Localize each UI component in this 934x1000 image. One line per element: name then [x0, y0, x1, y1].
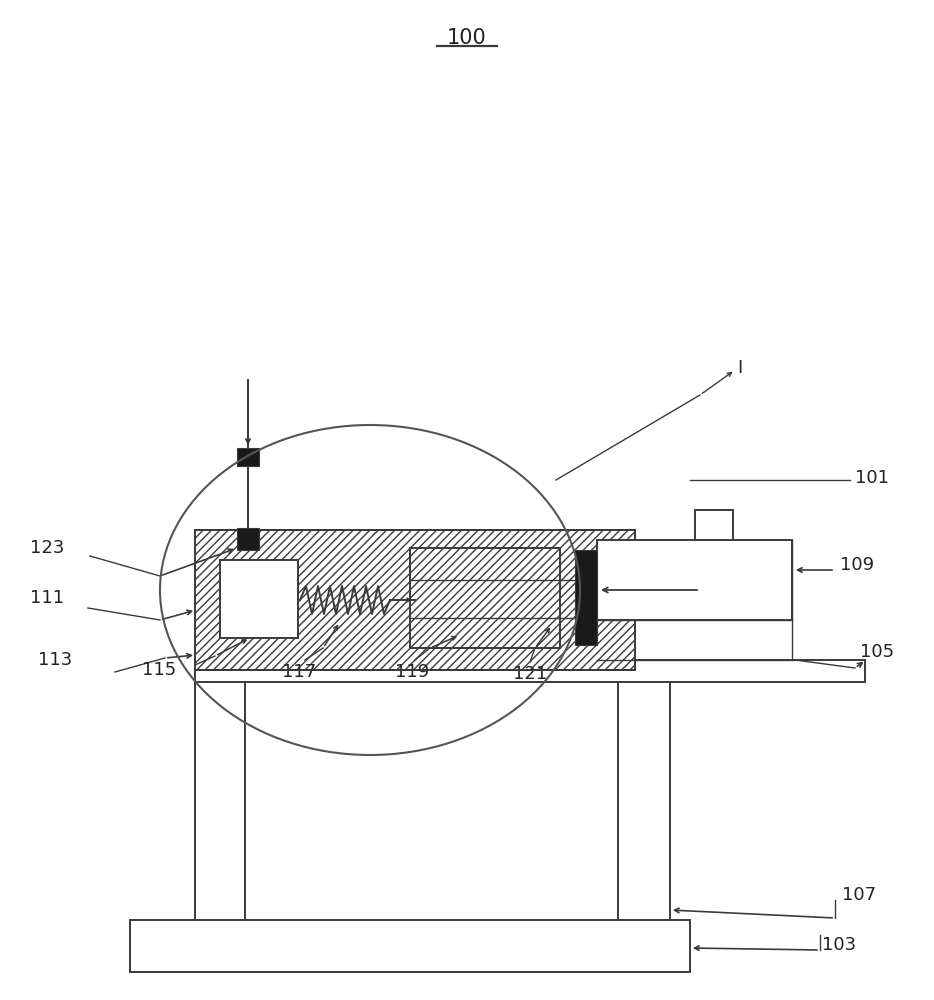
- Bar: [597, 540, 792, 620]
- Text: 111: 111: [30, 589, 64, 607]
- Text: 105: 105: [860, 643, 894, 661]
- Bar: [195, 660, 865, 682]
- Bar: [695, 510, 733, 540]
- Bar: [195, 670, 245, 940]
- Bar: [618, 670, 670, 940]
- Text: 107: 107: [842, 886, 876, 904]
- Text: 115: 115: [142, 661, 177, 679]
- Text: 119: 119: [395, 663, 430, 681]
- Text: 101: 101: [855, 469, 889, 487]
- Bar: [220, 560, 298, 638]
- Text: 109: 109: [840, 556, 874, 574]
- Text: 123: 123: [30, 539, 64, 557]
- Text: 103: 103: [822, 936, 856, 954]
- Bar: [237, 528, 259, 550]
- Text: 117: 117: [282, 663, 317, 681]
- Bar: [575, 550, 597, 645]
- Text: 100: 100: [447, 28, 487, 48]
- Text: 113: 113: [38, 651, 72, 669]
- Text: I: I: [737, 359, 743, 377]
- Text: 121: 121: [513, 665, 547, 683]
- Bar: [130, 920, 690, 972]
- Bar: [410, 548, 560, 648]
- Bar: [195, 530, 635, 670]
- Bar: [237, 448, 259, 466]
